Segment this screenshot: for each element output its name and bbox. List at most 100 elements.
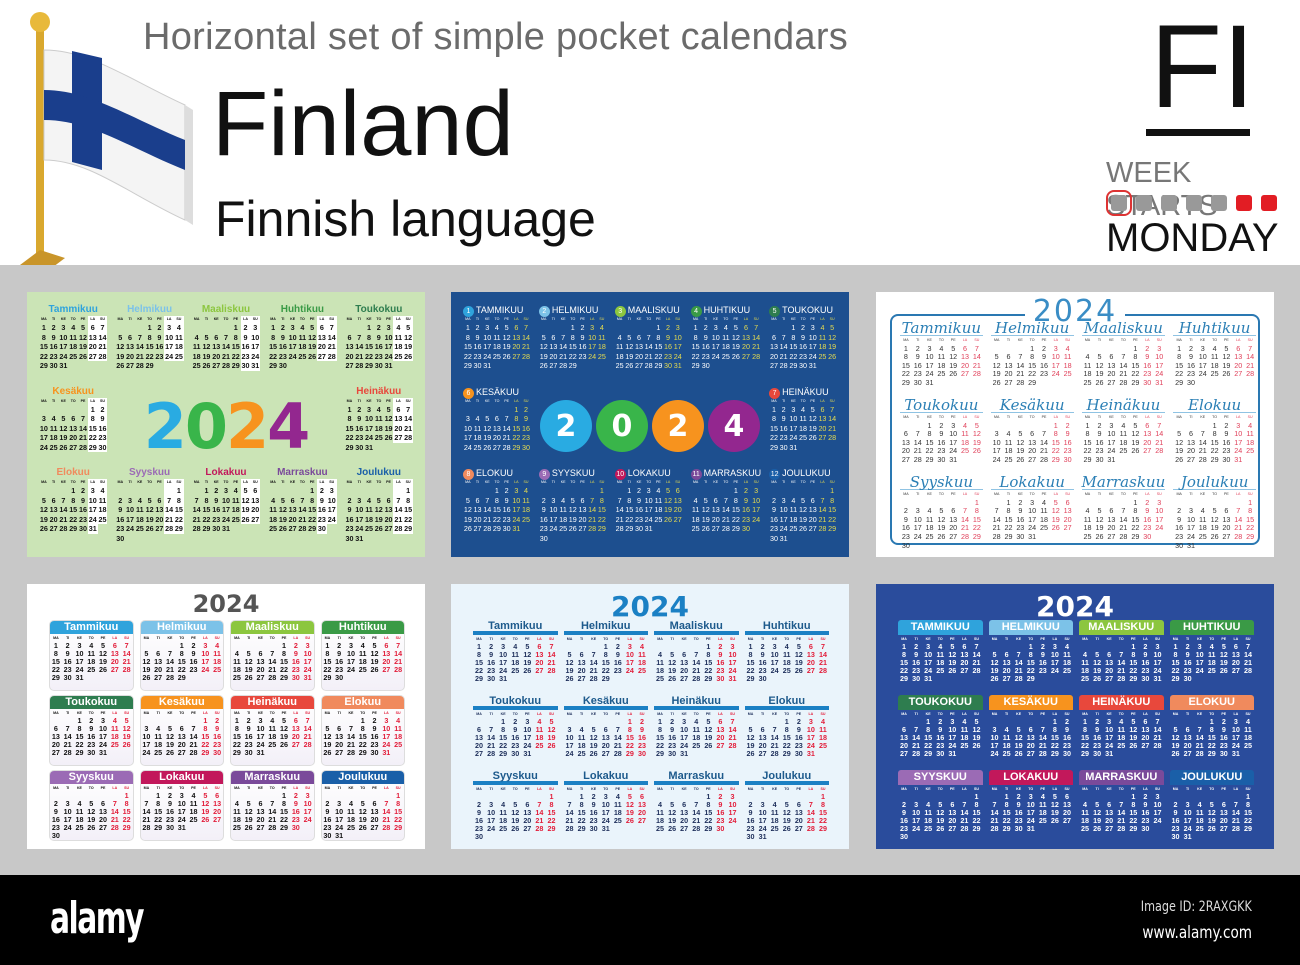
day: 17 [549,514,558,524]
day: 27 [808,524,817,534]
day: 7 [1197,725,1202,734]
empty-day [164,486,175,496]
day: 6 [963,343,968,353]
day: 9 [1224,429,1229,439]
day: 17 [99,732,108,741]
day: 17 [673,342,682,351]
day: 16 [668,733,677,742]
weekday-label: PE [309,317,315,321]
month-helmikuu: Helmikuu MA TI KE TO PE LA SU 1 2 3 4 5 6 7 8 9 10 11 12 13 1… [988,620,1073,695]
day: 22 [308,514,317,524]
day: 26 [483,442,492,452]
day: 23 [1062,741,1071,750]
day: 28 [728,741,737,750]
day: 14 [818,650,827,659]
day: 23 [1143,369,1152,379]
day: 29 [174,524,184,534]
month-number-badge: 8 [463,469,474,481]
day: 9 [489,650,494,659]
day: 13 [126,342,135,351]
day: 30 [1016,531,1025,541]
weekday-label: PE [950,492,956,496]
day: 4 [938,642,943,651]
day: 2 [1016,792,1021,801]
weekday-label: SU [639,787,645,791]
day: 14 [165,657,174,666]
month-name: Marraskuu [277,467,328,479]
day: 29 [1171,674,1180,683]
day: 15 [925,437,934,447]
day: 20 [960,658,969,667]
day: 26 [1219,666,1228,675]
month-toukokuu: Toukokuu MA TI KE TO PE LA SU 1 2 3 4 5 6 7 8 9 10 11 12 13 1… [473,695,558,770]
day: 30 [769,533,778,543]
day: 6 [537,642,542,651]
weekday-label: TO [800,317,806,321]
day: 30 [799,361,808,370]
day: 21 [806,816,815,825]
month-name: Elokuu [744,695,829,710]
day: 14 [615,505,624,515]
day: 3 [290,323,295,332]
day: 23 [487,666,496,675]
day: 21 [522,342,530,351]
day: 27 [769,361,778,370]
day: 10 [789,414,798,424]
day: 9 [703,332,708,342]
day: 13 [1063,506,1072,516]
day: 3 [772,642,777,651]
day: 27 [384,524,393,534]
day: 19 [244,815,253,824]
day: 27 [523,824,532,833]
day: 26 [202,361,211,370]
day: 23 [1095,446,1104,456]
day: 21 [1153,733,1162,742]
weekday-label: LA [87,316,98,323]
day: 13 [711,505,720,515]
weekday-label: MA [1176,415,1182,419]
day: 10 [177,799,186,808]
alamy-logo[interactable]: alamy [50,893,145,944]
day: 7 [305,716,310,725]
weekday-label: LA [536,637,542,641]
weekday-label: SU [305,636,311,640]
day: 23 [779,433,788,443]
site-link[interactable]: www.alamy.com [1142,923,1252,943]
day: 5 [1095,800,1100,809]
weekday-label: SU [97,316,108,323]
weekday-label: TO [1212,338,1218,342]
weekday-label: KE [1197,637,1203,641]
day: 13 [948,808,957,817]
day: 8 [282,799,287,808]
day: 12 [701,505,710,515]
day: 29 [731,524,740,534]
day: 30 [49,361,58,370]
day: 4 [156,724,161,733]
day: 1 [627,717,632,726]
day: 11 [1081,658,1089,667]
day: 29 [499,749,508,758]
day: 10 [1231,725,1240,734]
day: 5 [1133,420,1138,430]
day: 1 [367,323,372,332]
day: 31 [256,748,265,757]
day: 4 [194,332,199,342]
day: 16 [49,342,58,351]
day: 11 [493,332,501,342]
day: 6 [820,404,825,414]
day: 3 [61,323,66,332]
month-days-grid: MA TI KE TO PE LA SU 1 2 3 4 5 6 7 8 9 10 11 12 13 14 15 16 17 1… [898,710,983,758]
day: 3 [485,323,490,332]
day: 4 [174,323,184,333]
day: 22 [704,816,713,825]
day: 17 [728,658,737,667]
day: 25 [692,741,701,750]
empty-day [701,486,711,496]
day: 14 [326,332,337,342]
day: 16 [1038,658,1047,667]
empty-day [192,486,202,496]
day: 28 [1195,749,1204,758]
weekday-label: TO [269,636,275,640]
day: 15 [972,808,981,817]
day: 6 [1107,650,1112,659]
